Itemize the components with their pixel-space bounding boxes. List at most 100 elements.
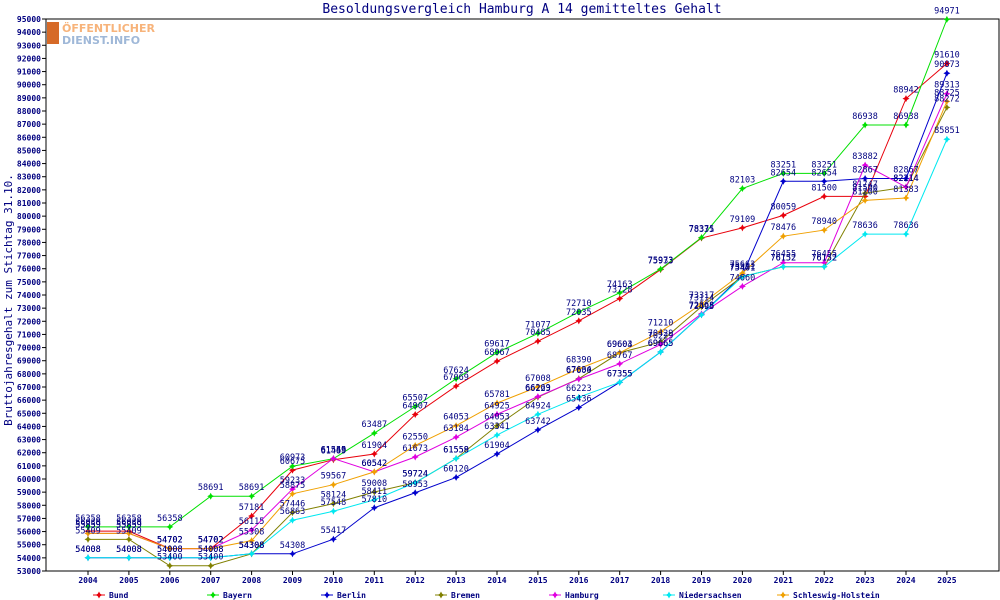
data-point — [84, 554, 92, 562]
data-label: 54308 — [239, 541, 265, 551]
y-axis: 53000 54000 55000 56000 57000 58000 59000 60000… — [17, 15, 46, 576]
data-label: 56115 — [239, 517, 265, 527]
data-label: 63742 — [525, 417, 551, 427]
data-label: 67008 — [525, 374, 551, 384]
data-label: 58691 — [198, 483, 224, 493]
data-point — [84, 523, 92, 531]
data-point — [861, 174, 869, 182]
data-point — [370, 496, 378, 504]
data-label: 57810 — [362, 495, 388, 505]
data-point — [861, 121, 869, 129]
data-point — [452, 473, 460, 481]
data-label: 54702 — [198, 536, 224, 546]
y-tick-label: 53000 — [17, 567, 41, 576]
x-tick-label: 2014 — [487, 576, 506, 585]
data-point — [248, 550, 256, 558]
data-label: 60120 — [443, 464, 469, 474]
legend-label-schleswig-holstein: Schleswig-Holstein — [793, 590, 880, 600]
x-tick-label: 2017 — [610, 576, 629, 585]
data-label: 54008 — [75, 545, 101, 555]
data-point — [779, 259, 787, 267]
data-label: 57181 — [239, 503, 265, 513]
data-label: 78636 — [893, 221, 919, 231]
legend-marker — [551, 591, 559, 599]
site-logo: ÖFFENTLICHER DIENST.INFO — [47, 21, 155, 47]
data-label: 53400 — [198, 553, 224, 563]
x-tick-label: 2011 — [365, 576, 384, 585]
data-label: 75401 — [730, 264, 756, 274]
data-point — [575, 308, 583, 316]
data-point — [575, 317, 583, 325]
data-point — [493, 450, 501, 458]
data-point — [452, 375, 460, 383]
data-point — [289, 509, 296, 517]
data-point — [493, 422, 501, 430]
data-label: 59233 — [280, 476, 306, 486]
data-label: 86938 — [852, 112, 878, 122]
data-label: 81500 — [811, 183, 837, 193]
data-label: 85851 — [934, 126, 960, 136]
data-label: 56358 — [116, 514, 142, 524]
data-label: 81200 — [852, 187, 878, 197]
data-label: 63184 — [443, 424, 469, 434]
data-point — [861, 161, 869, 169]
y-tick-label: 76000 — [17, 265, 41, 274]
data-label: 76455 — [811, 250, 837, 260]
data-label: 55859 — [116, 520, 142, 530]
data-point — [289, 516, 296, 524]
data-label: 60542 — [362, 459, 388, 469]
data-point — [534, 393, 542, 401]
data-point — [248, 492, 256, 500]
data-label: 70229 — [648, 332, 674, 342]
data-label: 58875 — [280, 481, 306, 491]
legend-marker — [209, 591, 217, 599]
x-tick-label: 2025 — [937, 576, 956, 585]
y-tick-label: 68000 — [17, 370, 41, 379]
data-point — [248, 512, 256, 520]
data-label: 70429 — [648, 329, 674, 339]
y-tick-label: 54000 — [17, 554, 41, 563]
data-point — [820, 177, 828, 185]
data-point — [779, 211, 787, 219]
data-point — [902, 194, 910, 202]
data-label: 73728 — [607, 286, 633, 296]
data-label: 91610 — [934, 51, 960, 61]
y-tick-label: 55000 — [17, 541, 41, 550]
y-tick-label: 89000 — [17, 94, 41, 103]
data-label: 83882 — [852, 152, 878, 162]
data-point — [411, 403, 419, 411]
data-label: 57548 — [321, 498, 347, 508]
data-label: 65781 — [484, 390, 510, 400]
data-point — [289, 485, 296, 493]
data-point — [943, 90, 951, 98]
legend-marker — [437, 591, 445, 599]
y-tick-label: 73000 — [17, 304, 41, 313]
data-label: 75401 — [730, 264, 756, 274]
x-tick-label: 2020 — [733, 576, 752, 585]
data-label: 64053 — [484, 413, 510, 423]
logo-line-2: DIENST.INFO — [62, 34, 140, 47]
y-tick-label: 66000 — [17, 396, 41, 405]
data-label: 82654 — [811, 168, 837, 178]
legend-label-bremen: Bremen — [451, 591, 480, 600]
data-label: 69665 — [648, 339, 674, 349]
x-tick-label: 2022 — [815, 576, 834, 585]
legend-label-hamburg: Hamburg — [565, 591, 599, 600]
data-point — [861, 189, 869, 197]
data-point — [411, 479, 419, 487]
data-point — [289, 462, 296, 470]
legend-label-bund: Bund — [109, 591, 128, 600]
y-tick-label: 92000 — [17, 54, 41, 63]
data-point — [329, 535, 337, 543]
data-point — [370, 488, 378, 496]
data-label: 66223 — [525, 384, 551, 394]
data-label: 67624 — [443, 366, 469, 376]
data-label: 63341 — [484, 422, 510, 432]
data-label: 76455 — [771, 250, 797, 260]
y-tick-label: 75000 — [17, 278, 41, 287]
data-point — [534, 383, 542, 391]
data-label: 68767 — [607, 351, 633, 361]
data-point — [698, 300, 705, 308]
y-tick-label: 77000 — [17, 252, 41, 261]
legend-label-bayern: Bayern — [223, 591, 252, 600]
